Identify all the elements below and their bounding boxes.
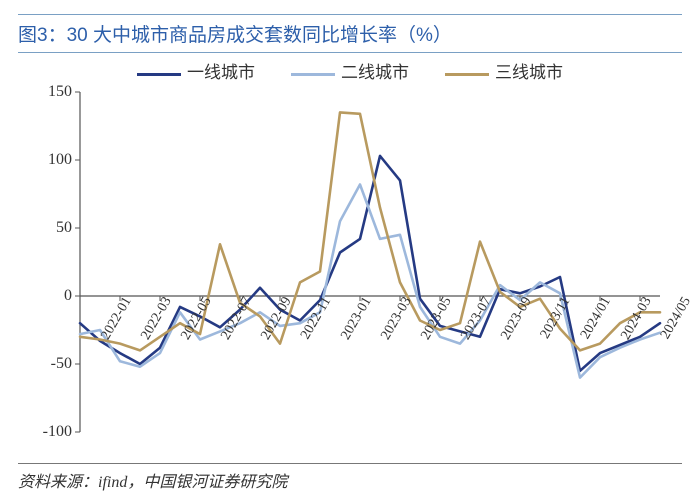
- legend-label: 二线城市: [341, 63, 409, 82]
- y-tick-label: 0: [64, 287, 72, 305]
- y-tick-label: -50: [51, 355, 72, 373]
- x-tick-label: 2024/05: [658, 295, 695, 343]
- legend-label: 一线城市: [187, 63, 255, 82]
- y-tick-label: 50: [56, 219, 72, 237]
- y-tick-label: 100: [48, 151, 72, 169]
- legend-swatch: [291, 73, 335, 76]
- chart-title: 图3：30 大中城市商品房成交套数同比增长率（%）: [18, 25, 452, 46]
- legend-item: 三线城市: [445, 58, 563, 83]
- legend-item: 二线城市: [291, 58, 409, 83]
- y-tick-label: 150: [48, 83, 72, 101]
- figure: 图3：30 大中城市商品房成交套数同比增长率（%） 一线城市 二线城市 三线城市 -…: [0, 0, 700, 502]
- legend-swatch: [137, 73, 181, 76]
- legend-swatch: [445, 73, 489, 76]
- chart-svg: [80, 92, 660, 432]
- source-text: 资料来源：ifind，中国银河证券研究院: [18, 474, 287, 491]
- chart-plot-area: -100-500501001502022-012022-032022-05202…: [80, 92, 660, 432]
- legend: 一线城市 二线城市 三线城市: [0, 58, 700, 83]
- legend-label: 三线城市: [495, 63, 563, 82]
- title-bar: 图3：30 大中城市商品房成交套数同比增长率（%）: [18, 14, 682, 53]
- y-tick-label: -100: [43, 423, 72, 441]
- series-line: [80, 185, 660, 378]
- source-bar: 资料来源：ifind，中国银河证券研究院: [18, 463, 682, 492]
- legend-item: 一线城市: [137, 58, 255, 83]
